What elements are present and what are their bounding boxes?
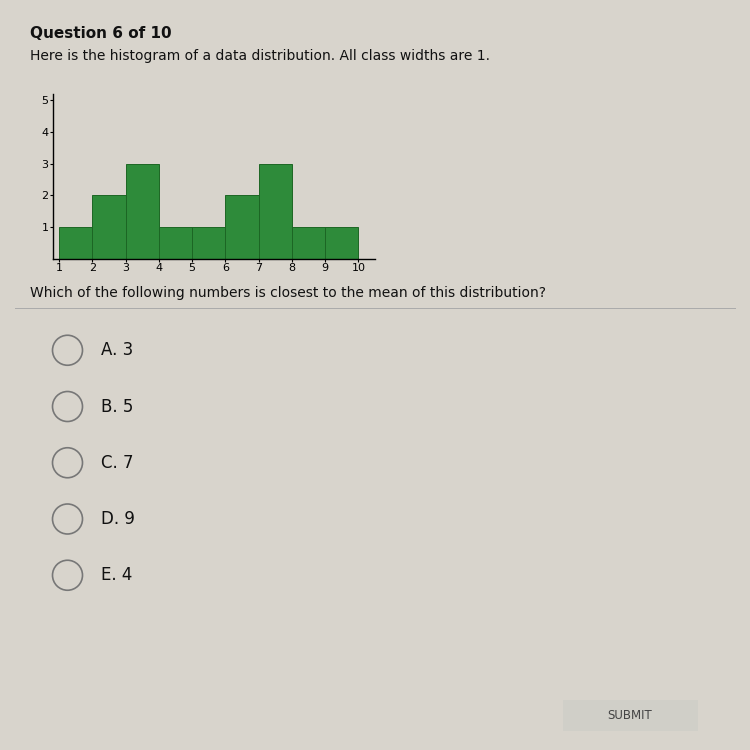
Bar bbox=[292, 227, 326, 259]
Text: E. 4: E. 4 bbox=[101, 566, 133, 584]
Bar bbox=[59, 227, 92, 259]
Text: SUBMIT: SUBMIT bbox=[608, 709, 652, 722]
Text: C. 7: C. 7 bbox=[101, 454, 134, 472]
Text: B. 5: B. 5 bbox=[101, 398, 134, 416]
Text: Here is the histogram of a data distribution. All class widths are 1.: Here is the histogram of a data distribu… bbox=[30, 49, 490, 63]
Text: D. 9: D. 9 bbox=[101, 510, 135, 528]
Bar bbox=[259, 164, 292, 259]
Bar bbox=[159, 227, 192, 259]
Text: Which of the following numbers is closest to the mean of this distribution?: Which of the following numbers is closes… bbox=[30, 286, 546, 301]
Bar bbox=[226, 195, 259, 259]
Text: Question 6 of 10: Question 6 of 10 bbox=[30, 26, 172, 41]
Bar bbox=[126, 164, 159, 259]
Bar bbox=[326, 227, 358, 259]
Text: A. 3: A. 3 bbox=[101, 341, 134, 359]
Bar bbox=[192, 227, 226, 259]
Bar bbox=[92, 195, 126, 259]
